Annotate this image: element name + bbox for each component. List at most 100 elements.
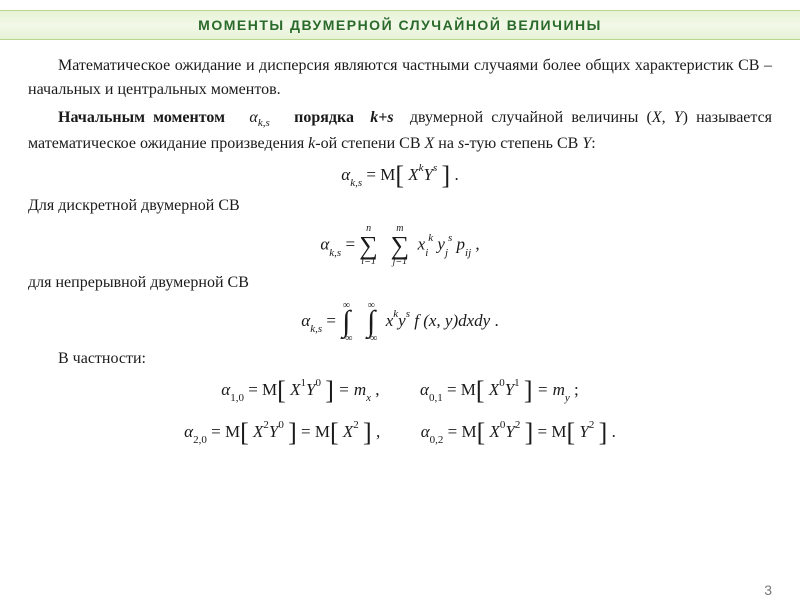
f2-alpha: α <box>320 234 329 253</box>
f2-y: y <box>437 234 445 253</box>
f2-eq: = <box>341 234 359 253</box>
def-term: Начальным моментом <box>58 109 225 126</box>
f2-p: p <box>457 234 466 253</box>
f4a-mx: x <box>366 392 371 404</box>
bracket-right-icon: ] <box>363 418 372 447</box>
page-title: МОМЕНТЫ ДВУМЕРНОЙ СЛУЧАЙНОЙ ВЕЛИЧИНЫ <box>198 17 602 33</box>
f4b-alpha: α <box>420 380 429 399</box>
alpha-sub: k,s <box>258 117 270 129</box>
bracket-right-icon: ] <box>442 161 451 190</box>
f5b-X: X <box>490 422 500 441</box>
def-order-word: порядка <box>294 109 354 126</box>
f5a-Y: Y <box>269 422 278 441</box>
f4b-p1: 1 <box>514 377 520 389</box>
f5b-Y: Y <box>505 422 514 441</box>
f5a-eq: = M <box>207 422 240 441</box>
f5a-X: X <box>253 422 263 441</box>
f5b-end: . <box>607 422 616 441</box>
f5a-end: , <box>372 422 381 441</box>
sum2-icon: m ∑ j=1 <box>391 224 410 267</box>
f5b-p2: 2 <box>515 419 521 431</box>
f4a-end: , <box>371 380 380 399</box>
f3-f: f (x, y) <box>410 311 458 330</box>
bracket-left-icon: [ <box>477 418 486 447</box>
f2-ij: ij <box>465 247 471 259</box>
f1-s: s <box>433 162 437 174</box>
integral-icon: ∫ <box>365 310 377 334</box>
f3-eq: = <box>322 311 340 330</box>
alpha-symbol: α <box>249 109 257 126</box>
sum2-bot: j=1 <box>391 257 410 267</box>
paragraph-continuous: для непрерывной двумерной СВ <box>28 271 772 295</box>
f4a-p0: 0 <box>315 377 321 389</box>
f3-dxdy: dxdy <box>458 311 490 330</box>
f1-sub: k,s <box>350 177 362 189</box>
f4b-Y: Y <box>505 380 514 399</box>
bracket-left-icon: [ <box>476 376 485 405</box>
def-order: k+s <box>370 109 393 126</box>
f1-alpha: α <box>341 165 350 184</box>
f4b-sub: 0,1 <box>429 392 443 404</box>
bracket-right-icon: ] <box>525 418 534 447</box>
bracket-left-icon: [ <box>240 418 249 447</box>
f2-i: i <box>425 247 428 259</box>
var-Y: Y <box>674 109 683 126</box>
formula-continuous: αk,s = ∞ ∫ –∞ ∞ ∫ –∞ xkys f (x, y)dxdy . <box>28 301 772 343</box>
bracket-right-icon: ] <box>524 376 533 405</box>
var-Y2: Y <box>582 135 591 152</box>
paragraph-intro: Математическое ожидание и дисперсия явля… <box>28 54 772 102</box>
def-tail5: -тую степень СВ <box>464 135 582 152</box>
bracket-left-icon: [ <box>277 376 286 405</box>
f5b-p0: 0 <box>500 419 506 431</box>
bracket-left-icon: [ <box>567 418 576 447</box>
f2-end: , <box>471 234 480 253</box>
page-number: 3 <box>764 582 772 598</box>
f2-sub: k,s <box>329 247 341 259</box>
f5a-sub: 2,0 <box>193 434 207 446</box>
bracket-right-icon: ] <box>325 376 334 405</box>
f3-sub: k,s <box>310 323 322 335</box>
bracket-right-icon: ] <box>599 418 608 447</box>
paragraph-particular: В частности: <box>28 347 772 371</box>
f5b-mid: = M <box>533 422 566 441</box>
integral1-icon: ∞ ∫ –∞ <box>340 301 352 343</box>
f4b-p0: 0 <box>499 377 505 389</box>
bracket-right-icon: ] <box>288 418 297 447</box>
f5a-p2: 2 <box>263 419 269 431</box>
f3-k: k <box>393 308 398 320</box>
integral2-icon: ∞ ∫ –∞ <box>365 301 377 343</box>
f5b-eq: = M <box>443 422 476 441</box>
f2-s: s <box>448 232 452 244</box>
bracket-left-icon: [ <box>395 161 404 190</box>
f3-alpha: α <box>301 311 310 330</box>
f5a-p2b: 2 <box>353 419 359 431</box>
f5a-alpha: α <box>184 422 193 441</box>
formula-row-1: α1,0 = M[ X1Y0 ] = mx , α0,1 = M[ X0Y1 ]… <box>28 377 772 405</box>
int1-bot: –∞ <box>340 334 352 343</box>
bracket-left-icon: [ <box>330 418 339 447</box>
def-tail4: на <box>434 135 458 152</box>
f5b-alpha: α <box>421 422 430 441</box>
var-X2: X <box>425 135 435 152</box>
formula-definition: αk,s = M[ XkYs ] . <box>28 162 772 190</box>
title-bar: МОМЕНТЫ ДВУМЕРНОЙ СЛУЧАЙНОЙ ВЕЛИЧИНЫ <box>0 10 800 40</box>
f1-Y: Y <box>424 165 433 184</box>
sum1-icon: n ∑ i=1 <box>359 224 378 267</box>
f3-y: y <box>398 311 406 330</box>
f3-s: s <box>406 308 410 320</box>
paragraph-discrete: Для дискретной двумерной СВ <box>28 194 772 218</box>
f5b-Y2: Y <box>579 422 588 441</box>
def-tail3: -ой степени СВ <box>315 135 424 152</box>
f1-k: k <box>419 162 424 174</box>
f1-dot: . <box>450 165 459 184</box>
content-area: Математическое ожидание и дисперсия явля… <box>0 40 800 447</box>
f4a-X: X <box>290 380 300 399</box>
def-tail1: двумерной случайной величины ( <box>410 109 652 126</box>
f4b-res: = m <box>533 380 565 399</box>
f2-k: k <box>428 232 433 244</box>
var-X: X <box>652 109 662 126</box>
f4b-eq: = M <box>443 380 476 399</box>
f1-X: X <box>408 165 418 184</box>
f5b-sub: 0,2 <box>430 434 444 446</box>
f4b-end: ; <box>570 380 579 399</box>
